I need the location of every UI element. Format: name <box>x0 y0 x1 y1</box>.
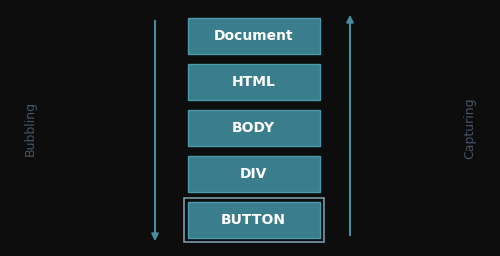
Text: HTML: HTML <box>232 75 276 89</box>
Text: DIV: DIV <box>240 167 268 181</box>
Bar <box>188 110 320 146</box>
Bar <box>188 18 320 54</box>
Text: Bubbling: Bubbling <box>24 100 36 156</box>
Bar <box>188 156 320 192</box>
Text: BUTTON: BUTTON <box>221 213 286 227</box>
Bar <box>188 202 320 238</box>
Text: Document: Document <box>214 29 294 43</box>
Bar <box>184 198 324 242</box>
Text: BODY: BODY <box>232 121 276 135</box>
Bar <box>188 64 320 100</box>
Text: Capturing: Capturing <box>464 97 476 159</box>
